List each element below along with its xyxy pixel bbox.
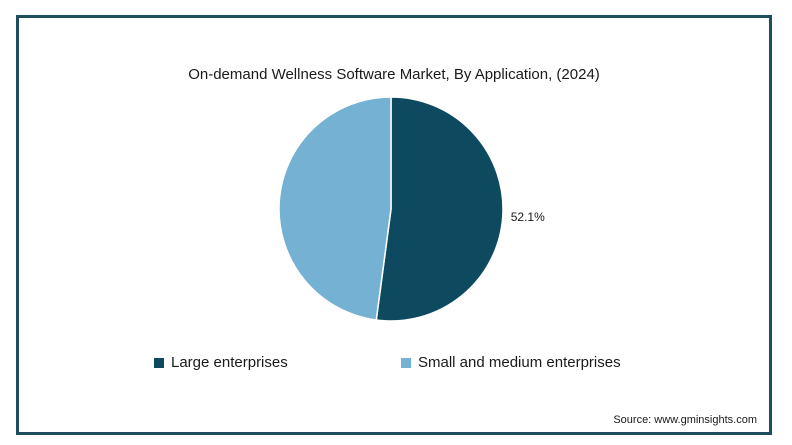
legend-item-small-medium-enterprises: Small and medium enterprises [401, 354, 621, 371]
legend-swatch-small-medium-enterprises [401, 357, 411, 368]
legend-label-large-enterprises: Large enterprises [171, 354, 288, 371]
data-label-large-enterprises: 52.1% [511, 210, 545, 224]
pie-slice-large-enterprises [375, 96, 504, 322]
chart-frame: On-demand Wellness Software Market, By A… [16, 15, 772, 435]
legend-label-small-medium-enterprises: Small and medium enterprises [418, 354, 621, 371]
chart-legend: Large enterprises Small and medium enter… [19, 354, 769, 376]
chart-title: On-demand Wellness Software Market, By A… [188, 66, 600, 83]
pie-slice-small-and-medium-enterprises [278, 96, 392, 321]
pie-chart: 52.1% [278, 96, 545, 322]
source-note: Source: www.gminsights.com [613, 414, 757, 426]
legend-item-large-enterprises: Large enterprises [154, 354, 288, 371]
legend-swatch-large-enterprises [154, 357, 164, 368]
